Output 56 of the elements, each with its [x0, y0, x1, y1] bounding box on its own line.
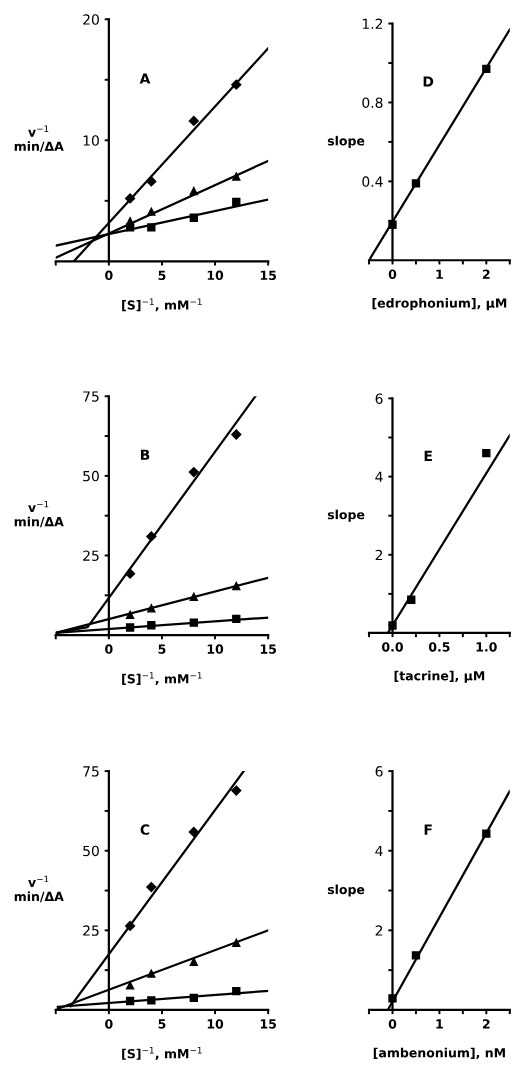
x-tick-label: 10: [207, 270, 224, 281]
text: F: [424, 824, 432, 835]
y-axis-title: slope: [327, 884, 365, 897]
text: B: [140, 449, 150, 460]
x-tick-label: 0.0: [382, 642, 403, 652]
y-tick-label: 2: [375, 549, 383, 561]
y-tick-label: 0.8: [362, 97, 383, 108]
x-tick-label: 2: [482, 1019, 490, 1029]
y-tick-label: 10: [83, 135, 99, 146]
y-axis-title: slope: [327, 135, 365, 148]
y-tick-label: 0.4: [362, 176, 383, 187]
y-tick-label: 25: [83, 925, 99, 936]
y-tick-label: 4: [375, 845, 383, 857]
y-tick-label: 50: [83, 470, 99, 482]
x-tick-label: 1.0: [476, 642, 497, 652]
y-tick-label: 50: [83, 845, 99, 857]
x-tick-label: 5: [158, 270, 166, 281]
y-tick-label: 2: [375, 925, 383, 936]
x-tick-label: 1: [436, 1019, 443, 1029]
y-tick-label: 4: [375, 471, 383, 482]
x-tick-label: 0.5: [428, 642, 450, 652]
x-tick-label: 1: [436, 269, 443, 279]
text: A: [139, 73, 151, 84]
x-tick-label: 0: [105, 270, 113, 281]
x-tick-label: 5: [158, 1019, 166, 1029]
x-tick-label: 0: [105, 644, 113, 654]
y-tick-label: 6: [375, 766, 383, 777]
x-tick-label: 15: [260, 1019, 276, 1029]
x-axis-title: [S]$^{−1}$, mM$^{−1}$: [122, 298, 202, 312]
y-axis-title: v$^{−1}$ min/ΔA: [14, 125, 64, 152]
x-axis-title: [S]$^{−1}$, mM$^{−1}$: [122, 672, 202, 686]
x-tick-label: 0: [388, 269, 397, 279]
y-tick-label: 6: [375, 393, 383, 404]
x-tick-label: 10: [207, 1019, 224, 1029]
x-axis-title: [ambenonium], nM: [373, 1047, 505, 1060]
y-axis-title: v$^{−1}$ min/ΔA: [14, 875, 64, 903]
y-tick-label: 75: [83, 391, 99, 402]
x-tick-label: 5: [158, 644, 166, 654]
x-tick-label: 2: [482, 269, 490, 279]
x-tick-label: 0: [388, 1019, 397, 1029]
x-tick-label: 10: [207, 644, 224, 654]
text: E: [424, 450, 432, 461]
text: D: [423, 76, 434, 87]
text: C: [140, 824, 150, 835]
y-tick-label: 1.2: [362, 18, 383, 29]
x-tick-label: 0: [105, 1019, 113, 1029]
x-axis-title: [tacrine], μM: [394, 670, 485, 683]
x-tick-label: 15: [260, 270, 276, 281]
y-tick-label: 20: [83, 14, 99, 25]
y-axis-title: slope: [327, 509, 365, 522]
x-axis-title: [edrophonium], μM: [372, 298, 507, 311]
x-tick-label: 15: [260, 644, 276, 654]
y-tick-label: 25: [83, 550, 99, 561]
x-axis-title: [S]$^{−1}$, mM$^{−1}$: [122, 1047, 202, 1060]
y-tick-label: 75: [83, 766, 99, 777]
y-axis-title: v$^{−1}$ min/ΔA: [14, 500, 64, 528]
